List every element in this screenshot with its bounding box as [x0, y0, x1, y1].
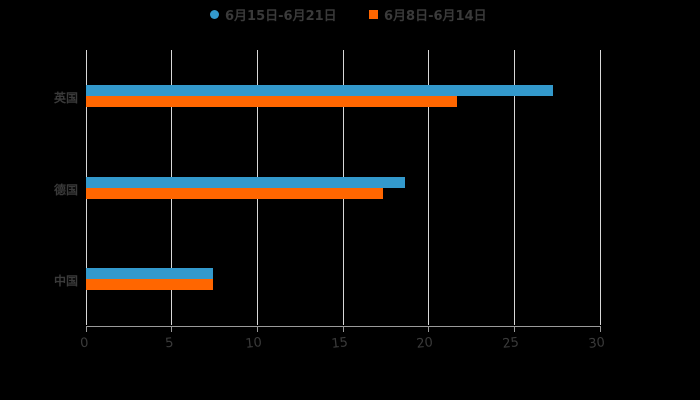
bar-china-series-1[interactable]: [86, 268, 213, 279]
category-label-uk: 英国: [53, 91, 78, 105]
category-label-germany: 德国: [53, 183, 78, 197]
legend-label: 6月15日-6月21日: [225, 8, 337, 24]
legend-item-series-1[interactable]: 6月15日-6月21日: [210, 4, 337, 24]
bar-uk-series-1[interactable]: [86, 85, 553, 96]
gridline: [600, 50, 601, 325]
x-tick-label: 5: [164, 335, 175, 352]
chart-legend: 6月15日-6月21日 6月8日-6月14日: [0, 4, 700, 24]
bar-china-series-2[interactable]: [86, 279, 213, 290]
x-tick-label: 25: [501, 335, 520, 352]
x-tick: [257, 326, 258, 332]
bar-uk-series-2[interactable]: [86, 96, 457, 107]
legend-item-series-2[interactable]: 6月8日-6月14日: [369, 4, 487, 24]
x-tick-label: 15: [330, 335, 349, 352]
legend-label: 6月8日-6月14日: [384, 8, 487, 24]
bar-germany-series-2[interactable]: [86, 188, 383, 199]
x-tick-label: 10: [244, 335, 263, 352]
x-tick: [171, 326, 172, 332]
x-tick: [600, 326, 601, 332]
x-tick-label: 0: [79, 335, 90, 352]
x-tick: [514, 326, 515, 332]
legend-circle-icon: [210, 9, 219, 19]
bar-germany-series-1[interactable]: [86, 177, 405, 188]
x-tick: [428, 326, 429, 332]
x-tick-label: 20: [415, 335, 434, 352]
legend-square-icon: [369, 9, 378, 19]
x-tick: [86, 326, 87, 332]
x-tick-label: 30: [587, 335, 606, 352]
gridline: [428, 50, 429, 325]
gridline: [514, 50, 515, 325]
x-tick: [343, 326, 344, 332]
category-label-china: 中国: [53, 274, 78, 288]
